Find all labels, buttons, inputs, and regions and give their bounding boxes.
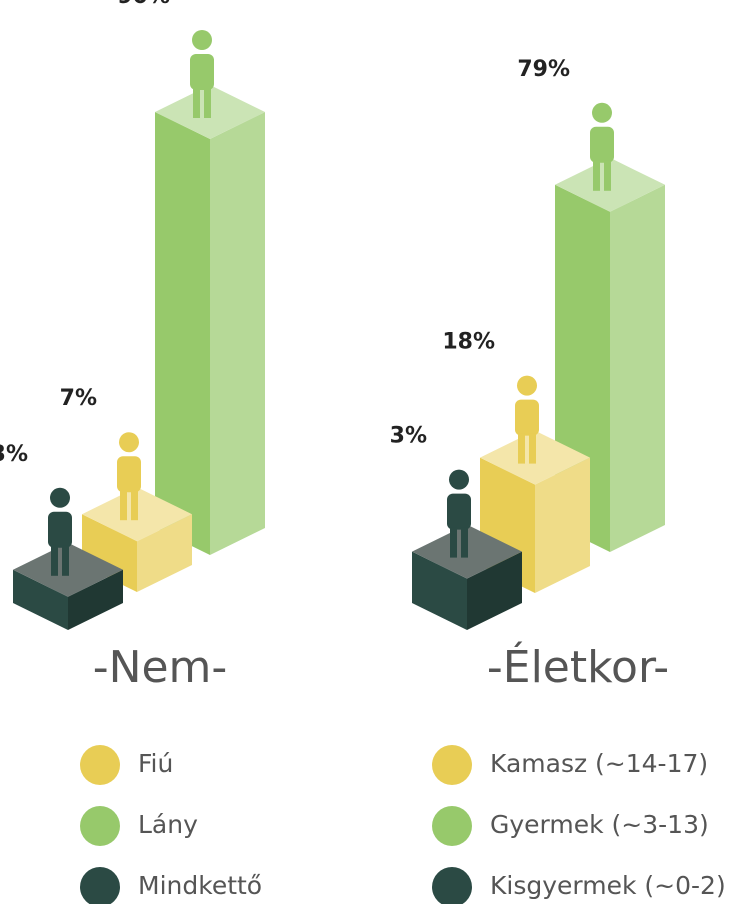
value-label: 3% [0,442,28,467]
person-leg [51,545,58,576]
person-leg [604,160,611,191]
person-leg [131,490,138,521]
bar-right-face [467,551,522,630]
value-label: 3% [390,424,427,449]
person-leg [120,490,127,521]
bar-left-face [155,112,210,555]
person-leg [204,88,211,118]
person-leg [518,433,525,464]
value-label: 7% [60,386,97,411]
person-body [447,493,471,530]
legend-label: Gyermek (~3-13) [490,810,709,839]
bar-right-face [137,514,192,592]
legend-label: Mindkettő [138,871,262,900]
person-head [119,432,139,453]
person-leg [593,160,600,191]
legend-swatch [432,806,472,846]
bar-left-face [412,551,467,630]
legend-swatch [80,806,120,846]
person-leg [193,88,200,118]
person-body [190,54,214,90]
bar-left-face [13,569,68,630]
legend-label: Lány [138,810,198,839]
person-head [50,487,70,508]
value-label: 90% [117,0,170,9]
legend-swatch [432,867,472,904]
person-leg [450,527,457,558]
bar-right-face [210,112,265,555]
person-head [592,102,612,123]
bar-right-face [535,457,590,593]
value-label: 79% [517,57,570,82]
bar-right-face [610,184,665,553]
bar-right-face [68,569,123,630]
bar-left-face [82,514,137,592]
legend-label: Fiú [138,749,173,778]
legend-label: Kisgyermek (~0-2) [490,871,726,900]
chart-title: -Életkor- [487,640,669,693]
person-body [48,511,72,548]
person-body [117,456,141,493]
legend-swatch [80,867,120,904]
person-leg [62,545,69,576]
chart-title: -Nem- [93,642,228,693]
person-head [517,375,537,396]
legend-swatch [80,745,120,785]
person-head [449,469,469,490]
legend-swatch [432,745,472,785]
value-label: 18% [442,330,495,355]
legend-label: Kamasz (~14-17) [490,749,708,778]
person-leg [529,433,536,464]
person-leg [461,527,468,558]
bar-3d [155,85,265,555]
person-head [192,30,212,50]
person-body [590,126,614,163]
person-body [515,399,539,436]
